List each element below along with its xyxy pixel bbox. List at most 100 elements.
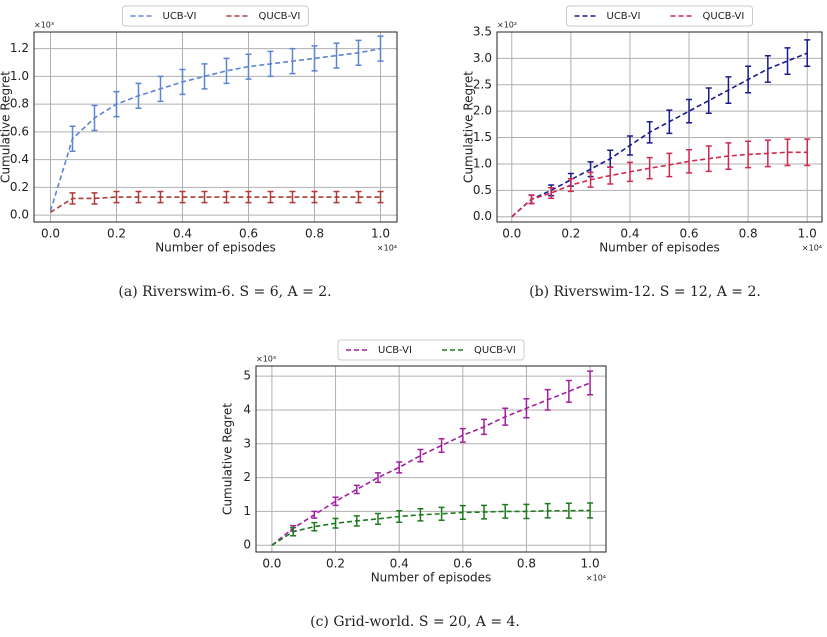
x-tick-label: 0.2	[107, 227, 126, 241]
error-bar	[91, 192, 98, 205]
x-axis-label: Number of episodes	[155, 241, 276, 255]
series-line	[511, 151, 808, 218]
y-tick-label: 2	[243, 470, 251, 484]
error-bar	[179, 190, 186, 204]
error-bar	[289, 47, 296, 75]
y-tick-label: 0.4	[10, 152, 29, 166]
error-bar	[548, 186, 555, 199]
error-bar	[804, 39, 811, 68]
error-bar	[355, 190, 362, 204]
error-bar	[646, 120, 653, 144]
y-tick-label: 0	[243, 538, 251, 552]
y-axis-label: Cumulative Regret	[0, 71, 13, 183]
legend-box	[337, 339, 525, 361]
series-line	[511, 52, 808, 218]
error-bar	[374, 472, 381, 484]
y-tick-label: 0.2	[10, 180, 29, 194]
error-bar	[626, 135, 633, 156]
error-bar	[91, 104, 98, 132]
error-bar	[311, 510, 318, 519]
chart-panel: 0.0 0.2 0.4 0.6 0.8 1.0 1.2 0.0 0.2 0.4 0.6 0.8 1.0 ×…	[0, 5, 398, 300]
error-bar	[626, 161, 633, 183]
error-bar	[353, 515, 360, 527]
x-tick-label: 0.0	[262, 557, 281, 571]
error-bar	[223, 57, 230, 85]
error-bar	[179, 68, 186, 96]
error-bar	[725, 142, 732, 170]
chart-panel: 0 1 2 3 4 5 0.0 0.2 0.4 0.6 0.8 1.0 ×10³ ×10⁴ Number o…	[221, 339, 607, 630]
error-bar	[289, 190, 296, 204]
error-bar	[135, 190, 142, 204]
error-bar	[333, 190, 340, 204]
x-tick-label: 0.8	[305, 227, 324, 241]
error-bar	[523, 398, 530, 419]
x-tick-label: 0.6	[679, 227, 698, 241]
x-multiplier: ×10⁴	[377, 244, 397, 253]
error-bar	[502, 503, 509, 519]
x-tick-label: 0.4	[390, 557, 409, 571]
y-tick-label: 2.5	[473, 77, 492, 91]
series-line	[271, 509, 591, 546]
x-tick-label: 0.2	[326, 557, 345, 571]
x-tick-label: 0.0	[502, 227, 521, 241]
x-tick-label: 0.4	[173, 227, 192, 241]
error-bar	[481, 504, 488, 520]
error-bar	[481, 418, 488, 436]
x-tick-label: 1.0	[371, 227, 390, 241]
error-bar	[587, 171, 594, 188]
y-tick-label: 0.5	[473, 183, 492, 197]
x-axis-label: Number of episodes	[599, 241, 720, 255]
series-line	[271, 382, 591, 546]
error-bar	[245, 53, 252, 80]
error-bar	[245, 190, 252, 204]
error-bar	[223, 190, 230, 204]
series-line	[50, 196, 381, 213]
y-tick-label: 3	[243, 436, 251, 450]
x-tick-label: 0.8	[517, 557, 536, 571]
error-bar	[332, 517, 339, 529]
caption: (c) Grid-world. S = 20, A = 4.	[310, 614, 520, 630]
x-tick-label: 0.2	[561, 227, 580, 241]
error-bar	[764, 139, 771, 168]
error-bar	[804, 138, 811, 167]
error-bar	[725, 76, 732, 104]
error-bar	[438, 437, 445, 453]
error-bar	[69, 192, 76, 205]
y-multiplier: ×10³	[34, 21, 54, 30]
x-tick-label: 0.6	[453, 557, 472, 571]
error-bar	[646, 156, 653, 180]
error-bar	[113, 90, 120, 118]
error-bar	[502, 407, 509, 426]
error-bar	[355, 39, 362, 67]
y-multiplier: ×10³	[256, 355, 276, 364]
error-bar	[353, 484, 360, 495]
error-bar	[377, 35, 384, 62]
y-tick-label: 1	[243, 504, 251, 518]
plot-frame	[255, 365, 607, 553]
error-bar	[135, 82, 142, 110]
legend-box	[122, 5, 309, 27]
y-multiplier: ×10²	[497, 21, 517, 30]
error-bar	[157, 75, 164, 103]
error-bar	[567, 177, 574, 193]
error-bar	[459, 504, 466, 520]
legend-box	[566, 5, 753, 27]
y-tick-label: 0.8	[10, 97, 29, 111]
y-tick-label: 1.0	[10, 69, 29, 83]
y-tick-label: 1.0	[473, 156, 492, 170]
x-axis-label: Number of episodes	[371, 571, 492, 585]
y-tick-label: 4	[243, 402, 251, 416]
error-bar	[459, 427, 466, 443]
error-bar	[686, 98, 693, 124]
x-tick-label: 0.4	[620, 227, 639, 241]
legend-label: UCB-VI	[378, 345, 412, 356]
error-bar	[745, 140, 752, 169]
error-bar	[290, 526, 297, 537]
error-bar	[332, 496, 339, 507]
error-bar	[311, 45, 318, 72]
error-bar	[544, 502, 551, 519]
y-tick-label: 1.2	[10, 41, 29, 55]
y-tick-label: 0.0	[473, 209, 492, 223]
plot-frame	[33, 31, 398, 223]
